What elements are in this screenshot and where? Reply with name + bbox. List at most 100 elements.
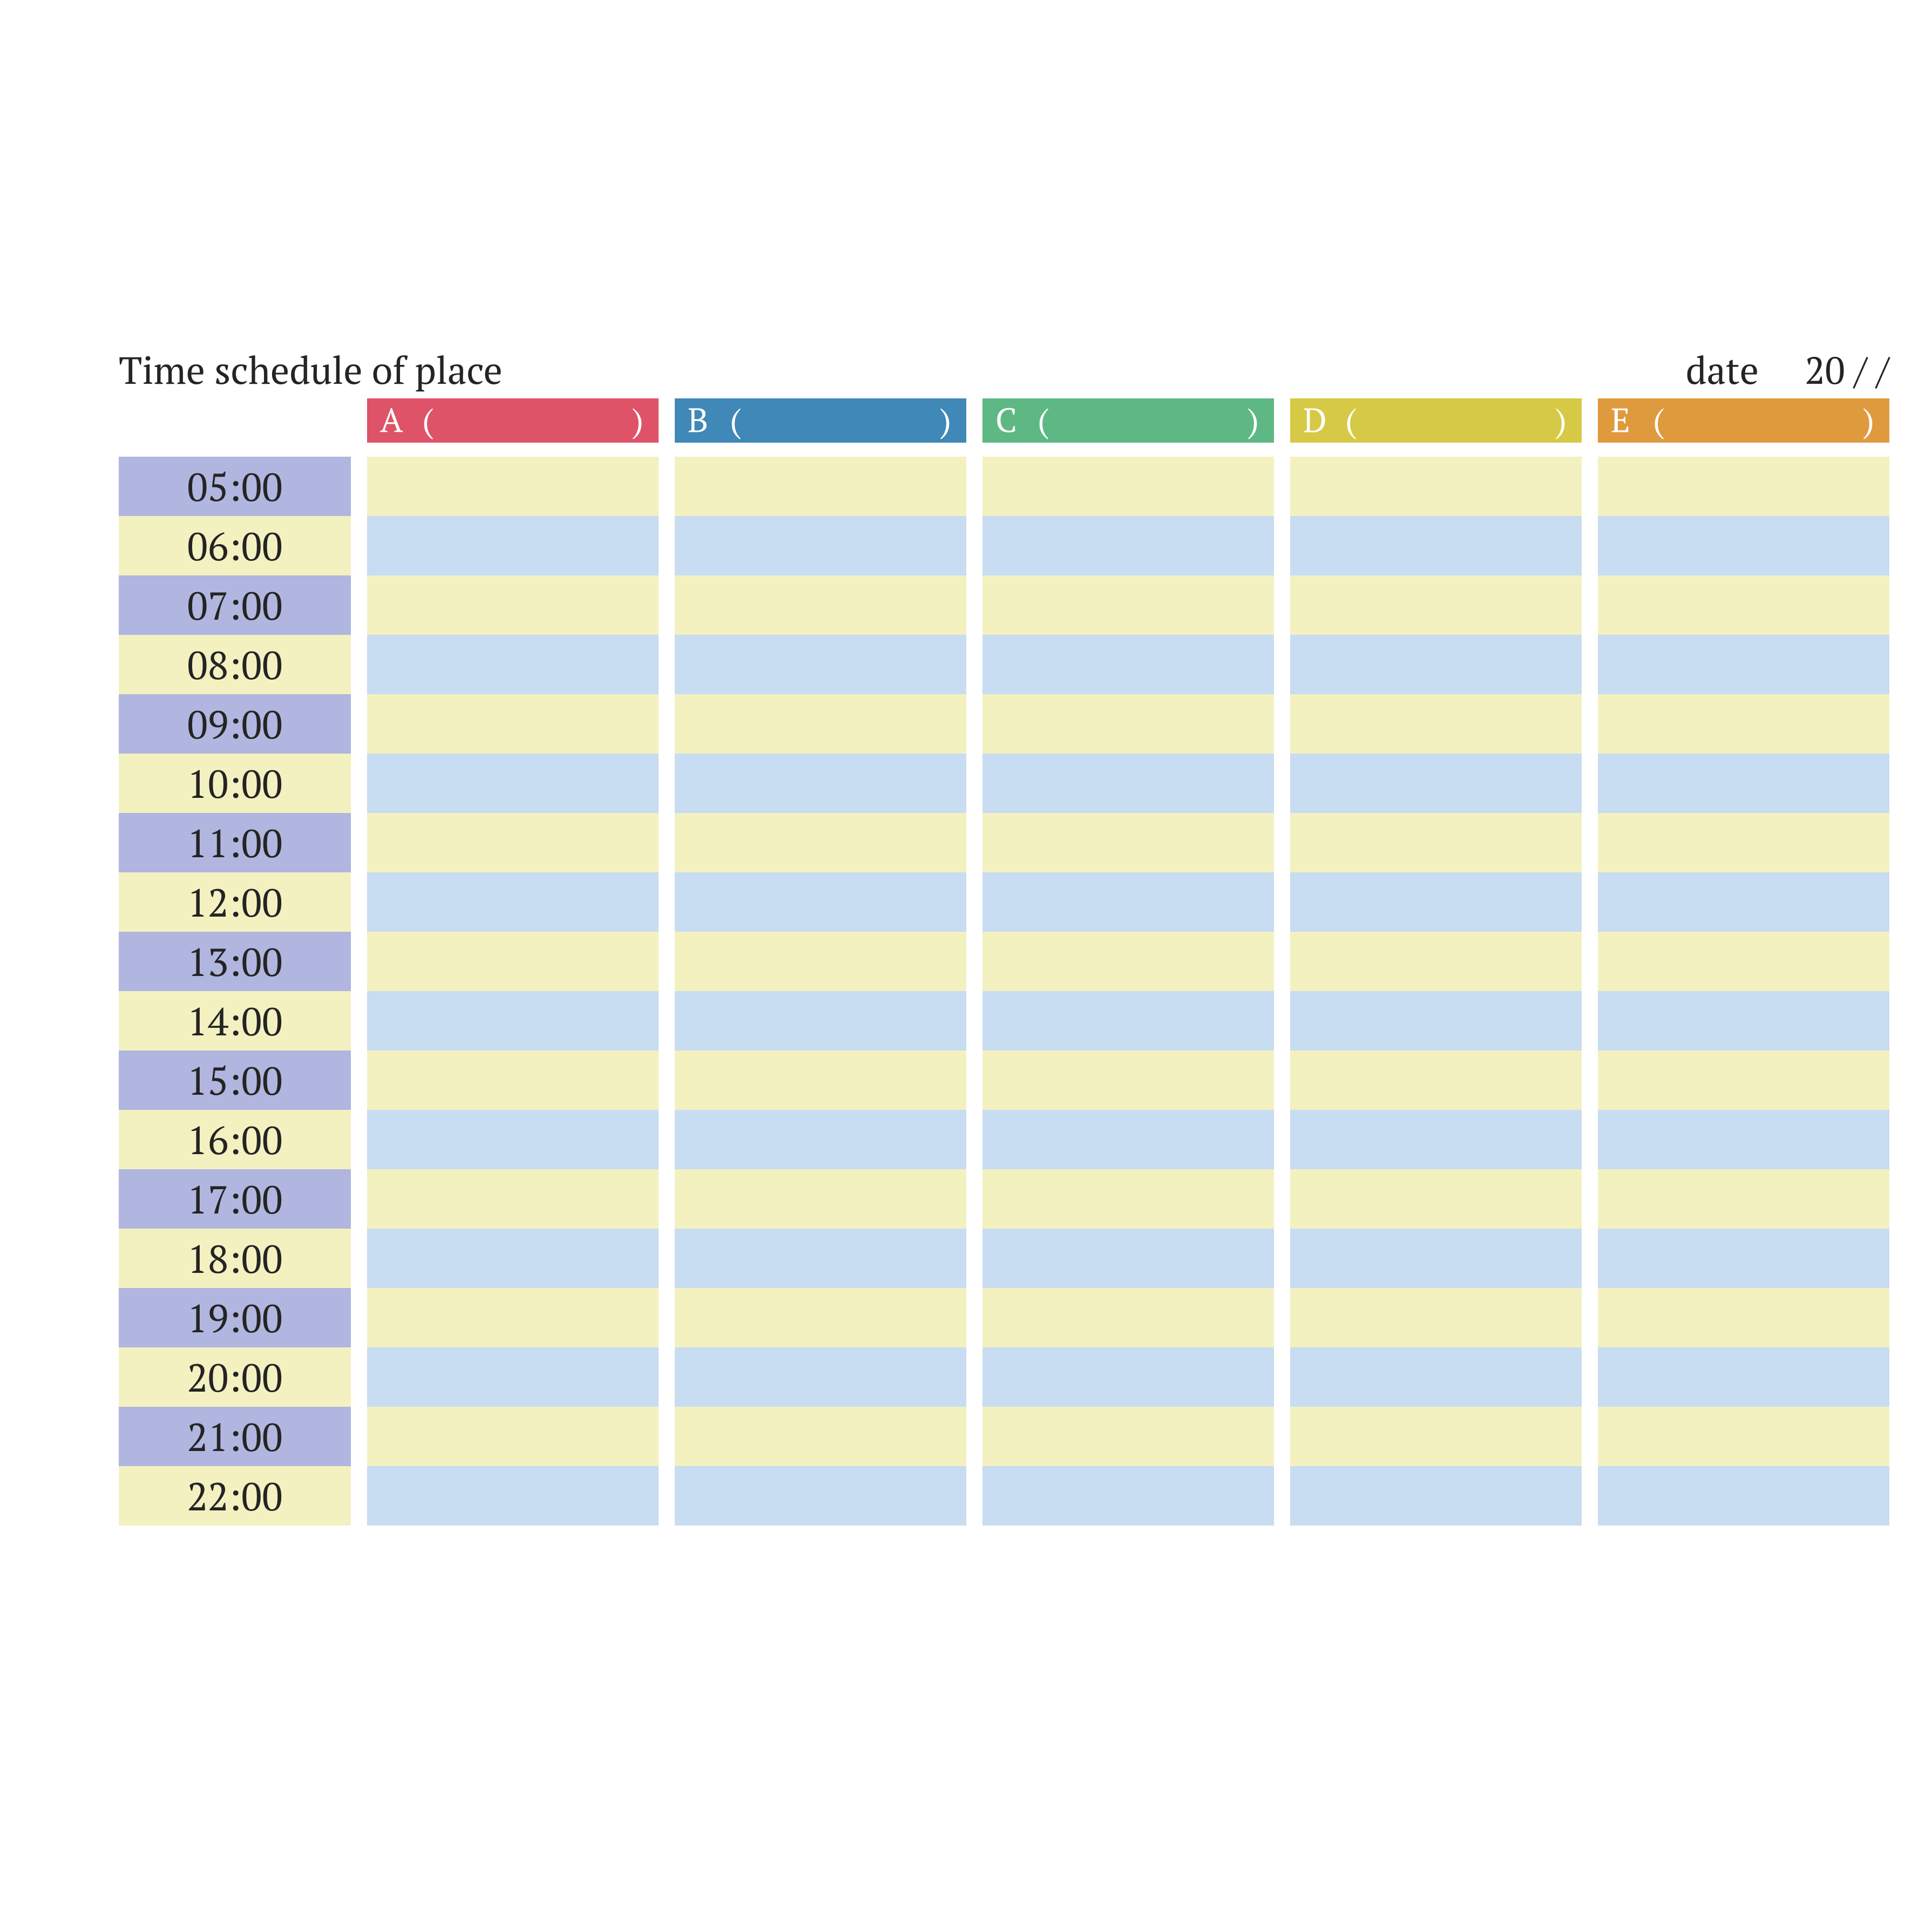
time-cell: 18:00 xyxy=(119,1229,351,1288)
slot-cell xyxy=(1598,1110,1889,1169)
slot-cell xyxy=(675,1110,966,1169)
slot-cell xyxy=(675,991,966,1050)
cell-gap xyxy=(659,1288,675,1347)
column-header-D: D () xyxy=(1290,398,1582,443)
slot-cell xyxy=(367,813,659,872)
slot-cell xyxy=(1598,813,1889,872)
table-row: 08:00 xyxy=(119,635,1889,694)
cell-gap xyxy=(966,694,982,754)
slot-cell xyxy=(675,635,966,694)
page-title: Time schedule of place xyxy=(119,345,503,395)
paren-open: ( xyxy=(1345,397,1357,442)
slot-cell xyxy=(367,1110,659,1169)
table-row: 18:00 xyxy=(119,1229,1889,1288)
cell-gap xyxy=(659,694,675,754)
paren-open: ( xyxy=(730,397,741,442)
cell-gap xyxy=(966,1050,982,1110)
slot-cell xyxy=(982,1407,1274,1466)
cell-gap xyxy=(1582,1229,1598,1288)
cell-gap xyxy=(659,575,675,635)
time-cell: 14:00 xyxy=(119,991,351,1050)
cell-gap xyxy=(351,1466,367,1526)
slot-cell xyxy=(1598,635,1889,694)
cell-gap xyxy=(966,1347,982,1407)
cell-gap xyxy=(966,1229,982,1288)
cell-gap xyxy=(659,1466,675,1526)
slot-cell xyxy=(1598,1347,1889,1407)
slot-cell xyxy=(1598,1288,1889,1347)
cell-gap xyxy=(1582,635,1598,694)
slot-cell xyxy=(982,872,1274,932)
cell-gap xyxy=(659,1169,675,1229)
cell-gap xyxy=(966,991,982,1050)
date-label: date xyxy=(1686,345,1759,395)
cell-gap xyxy=(1274,1407,1290,1466)
paren-close: ) xyxy=(1248,397,1259,442)
schedule-sheet: Time schedule of place date 20 / / A () B (… xyxy=(0,0,1932,1932)
cell-gap xyxy=(1582,694,1598,754)
cell-gap xyxy=(966,575,982,635)
slot-cell xyxy=(1290,575,1582,635)
cell-gap xyxy=(351,932,367,991)
cell-gap xyxy=(351,1407,367,1466)
slot-cell xyxy=(1598,932,1889,991)
slot-cell xyxy=(367,932,659,991)
cell-gap xyxy=(1274,1229,1290,1288)
column-letter: B xyxy=(688,397,708,442)
column-letter: E xyxy=(1611,397,1630,442)
time-cell: 19:00 xyxy=(119,1288,351,1347)
slot-cell xyxy=(982,1169,1274,1229)
cell-gap xyxy=(1274,575,1290,635)
table-row: 11:00 xyxy=(119,813,1889,872)
table-row: 14:00 xyxy=(119,991,1889,1050)
date-value: 20 / / xyxy=(1805,345,1889,395)
paren-close: ) xyxy=(1555,397,1567,442)
cell-gap xyxy=(659,1407,675,1466)
slot-cell xyxy=(675,813,966,872)
cell-gap xyxy=(1274,694,1290,754)
cell-gap xyxy=(351,1347,367,1407)
cell-gap xyxy=(1582,1169,1598,1229)
slot-cell xyxy=(982,932,1274,991)
slot-cell xyxy=(982,575,1274,635)
cell-gap xyxy=(351,694,367,754)
cell-gap xyxy=(351,813,367,872)
slot-cell xyxy=(367,1229,659,1288)
slot-cell xyxy=(367,1466,659,1526)
cell-gap xyxy=(659,1229,675,1288)
cell-gap xyxy=(351,1229,367,1288)
cell-gap xyxy=(1274,457,1290,516)
cell-gap xyxy=(351,754,367,813)
cell-gap xyxy=(1274,1466,1290,1526)
slot-cell xyxy=(1598,457,1889,516)
cell-gap xyxy=(1582,991,1598,1050)
cell-gap xyxy=(1582,1347,1598,1407)
cell-gap xyxy=(966,635,982,694)
cell-gap xyxy=(1274,1347,1290,1407)
column-letter: D xyxy=(1303,397,1327,442)
slot-cell xyxy=(367,516,659,575)
column-letter: A xyxy=(380,397,403,442)
cell-gap xyxy=(351,991,367,1050)
slot-cell xyxy=(367,575,659,635)
slot-cell xyxy=(982,635,1274,694)
slot-cell xyxy=(675,1050,966,1110)
schedule-table: A()B()C()D()E() 05:0006:0007:0008:0009:0… xyxy=(119,398,1889,1526)
column-header-B: B() xyxy=(675,398,966,443)
slot-cell xyxy=(675,872,966,932)
cell-gap xyxy=(1274,1110,1290,1169)
time-cell: 22:00 xyxy=(119,1466,351,1526)
cell-gap xyxy=(1274,872,1290,932)
slot-cell xyxy=(1290,813,1582,872)
cell-gap xyxy=(1582,932,1598,991)
slot-cell xyxy=(367,754,659,813)
cell-gap xyxy=(966,872,982,932)
slot-cell xyxy=(1598,991,1889,1050)
slot-cell xyxy=(675,694,966,754)
slot-cell xyxy=(1290,1050,1582,1110)
cell-gap xyxy=(1274,813,1290,872)
time-cell: 11:00 xyxy=(119,813,351,872)
cell-gap xyxy=(966,1110,982,1169)
cell-gap xyxy=(659,991,675,1050)
cell-gap xyxy=(351,575,367,635)
